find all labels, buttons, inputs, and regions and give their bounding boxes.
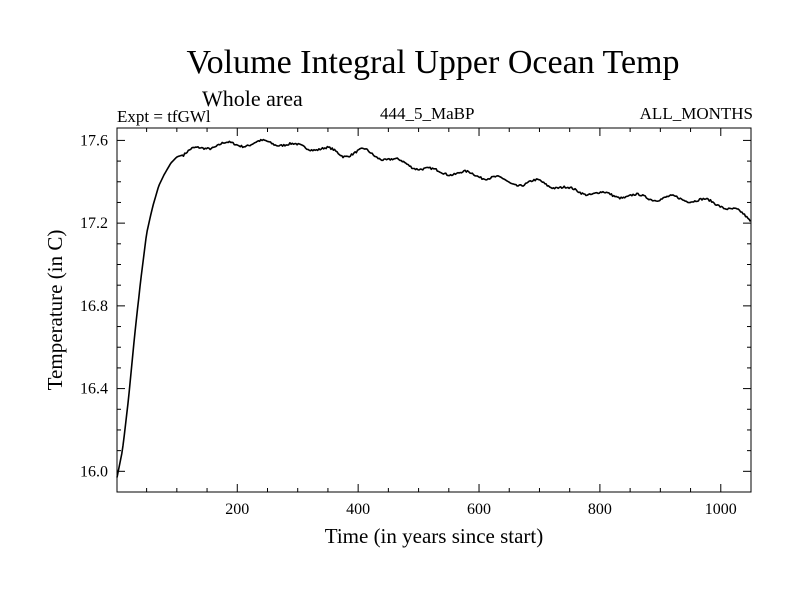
series-layer (116, 138, 752, 478)
y-tick-label: 17.6 (80, 132, 108, 149)
x-tick-label: 800 (588, 501, 612, 518)
series-line (116, 138, 752, 478)
chart-title: Volume Integral Upper Ocean Temp (186, 44, 680, 81)
x-axis-label: Time (in years since start) (325, 524, 544, 548)
x-tick-label: 1000 (705, 501, 737, 518)
plot-frame (116, 127, 752, 493)
x-tick-label: 200 (225, 501, 249, 518)
x-tick-label: 400 (346, 501, 370, 518)
period-label: 444_5_MaBP (380, 104, 475, 123)
y-tick-label: 17.2 (80, 215, 108, 232)
chart-subtitle: Whole area (202, 86, 303, 111)
y-tick-label: 16.8 (80, 298, 108, 315)
months-label: ALL_MONTHS (639, 104, 753, 123)
y-axis-label: Temperature (in C) (43, 230, 67, 391)
tick-labels: 200 400 600 800 1000 16.0 16.4 16.8 17.2 17.6 (80, 132, 737, 518)
tick-marks (117, 128, 752, 492)
x-tick-label: 600 (467, 501, 491, 518)
y-tick-label: 16.4 (80, 381, 108, 398)
y-tick-label: 16.0 (80, 463, 108, 480)
experiment-label: Expt = tfGWl (117, 107, 211, 126)
